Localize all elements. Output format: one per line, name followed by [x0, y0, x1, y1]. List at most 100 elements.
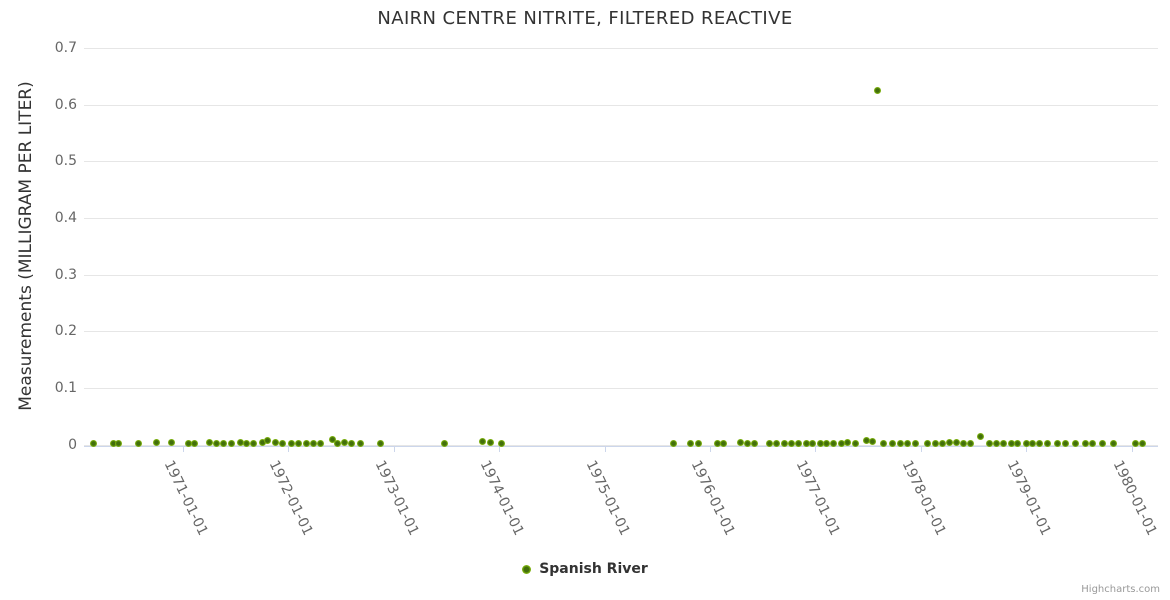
data-point[interactable]	[237, 438, 245, 446]
data-point[interactable]	[279, 439, 287, 447]
data-point[interactable]	[250, 439, 258, 447]
data-point[interactable]	[694, 439, 702, 447]
data-point[interactable]	[153, 438, 161, 446]
y-gridline	[84, 274, 1158, 276]
data-point[interactable]	[874, 87, 881, 94]
data-point[interactable]	[191, 440, 199, 448]
data-point[interactable]	[479, 437, 487, 445]
data-point[interactable]	[348, 439, 356, 447]
data-point[interactable]	[1014, 439, 1022, 447]
data-point[interactable]	[185, 439, 193, 447]
x-axis-tick-label: 1980-01-01	[1109, 458, 1160, 539]
data-point[interactable]	[879, 439, 887, 447]
data-point[interactable]	[931, 440, 939, 448]
data-point[interactable]	[329, 436, 337, 444]
data-point[interactable]	[1071, 439, 1079, 447]
data-point[interactable]	[788, 439, 796, 447]
data-point[interactable]	[809, 439, 816, 447]
data-point[interactable]	[896, 440, 904, 448]
data-point[interactable]	[953, 438, 961, 446]
data-point[interactable]	[213, 439, 221, 447]
legend-item-spanish-river[interactable]: Spanish River	[522, 561, 648, 577]
data-point[interactable]	[780, 440, 788, 448]
data-point[interactable]	[838, 439, 846, 447]
data-point[interactable]	[993, 439, 1001, 447]
data-point[interactable]	[134, 439, 142, 447]
data-point[interactable]	[441, 439, 448, 447]
data-point[interactable]	[773, 439, 780, 447]
data-point[interactable]	[1098, 440, 1106, 448]
data-point[interactable]	[751, 440, 759, 448]
data-point[interactable]	[1081, 439, 1089, 447]
data-point[interactable]	[765, 439, 773, 447]
y-gridline	[84, 331, 1158, 333]
data-point[interactable]	[686, 439, 694, 447]
data-point[interactable]	[115, 440, 123, 448]
data-point[interactable]	[310, 440, 318, 448]
data-point[interactable]	[1022, 439, 1030, 447]
data-point[interactable]	[823, 439, 830, 447]
data-point[interactable]	[341, 438, 349, 446]
data-point[interactable]	[844, 438, 852, 446]
data-point[interactable]	[904, 440, 912, 448]
data-point[interactable]	[303, 440, 311, 448]
data-point[interactable]	[869, 438, 876, 446]
data-point[interactable]	[977, 432, 984, 440]
data-point[interactable]	[295, 439, 303, 447]
data-point[interactable]	[498, 439, 506, 447]
data-point[interactable]	[912, 439, 919, 447]
data-point[interactable]	[168, 438, 176, 446]
data-point[interactable]	[830, 439, 838, 447]
data-point[interactable]	[1139, 439, 1147, 447]
y-axis-tick-label: 0.4	[54, 210, 77, 226]
data-point[interactable]	[862, 437, 870, 445]
data-point[interactable]	[259, 438, 267, 446]
data-point[interactable]	[985, 440, 993, 448]
data-point[interactable]	[487, 438, 495, 446]
data-point[interactable]	[110, 439, 118, 447]
data-point[interactable]	[744, 439, 752, 447]
data-point[interactable]	[1089, 439, 1097, 447]
data-point[interactable]	[228, 440, 236, 448]
data-point[interactable]	[243, 439, 251, 447]
x-axis-line	[84, 445, 1158, 447]
data-point[interactable]	[924, 440, 931, 448]
data-point[interactable]	[317, 439, 325, 447]
data-point[interactable]	[1054, 439, 1061, 447]
data-point[interactable]	[1061, 439, 1069, 447]
data-point[interactable]	[795, 439, 803, 447]
data-point[interactable]	[959, 439, 967, 447]
data-point[interactable]	[939, 439, 946, 447]
x-axis-tick	[288, 446, 290, 452]
data-point[interactable]	[1008, 439, 1016, 447]
data-point[interactable]	[1028, 440, 1036, 448]
data-point[interactable]	[377, 439, 385, 447]
data-point[interactable]	[357, 439, 365, 447]
x-axis-tick-label: 1975-01-01	[582, 458, 633, 539]
data-point[interactable]	[669, 440, 677, 448]
data-point[interactable]	[720, 439, 727, 447]
data-point[interactable]	[1000, 439, 1008, 447]
data-point[interactable]	[946, 438, 954, 446]
data-point[interactable]	[803, 440, 811, 448]
data-point[interactable]	[1036, 440, 1044, 448]
data-point[interactable]	[288, 440, 296, 448]
data-point[interactable]	[1109, 440, 1117, 448]
data-point[interactable]	[89, 440, 97, 448]
x-axis-tick-label: 1979-01-01	[1003, 458, 1054, 539]
data-point[interactable]	[736, 438, 744, 446]
data-point[interactable]	[264, 437, 272, 445]
data-point[interactable]	[817, 439, 825, 447]
data-point[interactable]	[852, 440, 859, 448]
data-point[interactable]	[888, 440, 896, 448]
data-point[interactable]	[334, 440, 342, 448]
data-point[interactable]	[1132, 439, 1140, 447]
data-point[interactable]	[272, 438, 280, 446]
highcharts-credit-link[interactable]: Highcharts.com	[1081, 584, 1160, 595]
data-point[interactable]	[1044, 439, 1052, 447]
data-point[interactable]	[967, 440, 975, 448]
data-point[interactable]	[220, 439, 228, 447]
data-point[interactable]	[713, 439, 721, 447]
data-point[interactable]	[206, 438, 214, 446]
